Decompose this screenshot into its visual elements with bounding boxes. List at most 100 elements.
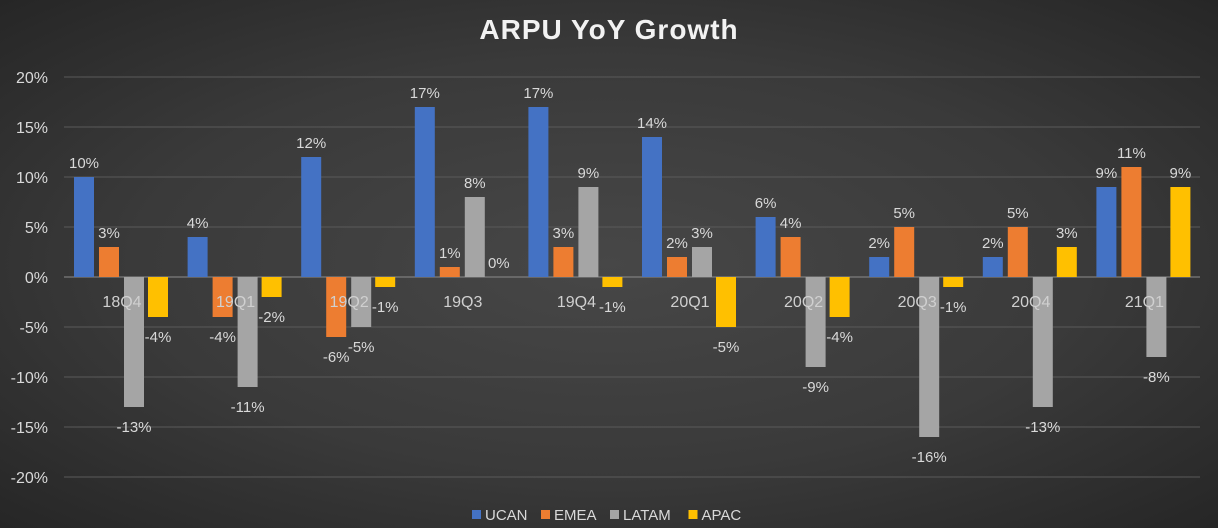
x-tick-label: 20Q4 [1011, 294, 1050, 311]
data-label: 14% [637, 115, 667, 132]
data-label: 17% [410, 85, 440, 102]
x-tick-label: 20Q2 [784, 294, 823, 311]
bar-apac [148, 277, 168, 317]
data-label: -13% [1025, 419, 1060, 436]
bar-ucan [74, 177, 94, 277]
bar-latam [124, 277, 144, 407]
data-label: -1% [372, 299, 399, 316]
data-label: -5% [348, 339, 375, 356]
bar-ucan [869, 257, 890, 277]
x-tick-label: 20Q1 [670, 294, 709, 311]
x-tick-label: 19Q1 [216, 294, 255, 311]
y-tick-label: -15% [11, 420, 48, 437]
data-label: -4% [209, 329, 236, 346]
legend-swatch-ucan [472, 510, 481, 519]
y-tick-label: 15% [16, 120, 48, 137]
data-label: 9% [1170, 165, 1192, 182]
x-tick-label: 18Q4 [102, 294, 141, 311]
data-label: 3% [1056, 225, 1078, 242]
data-label: 11% [1117, 145, 1146, 162]
bar-emea [1121, 167, 1142, 277]
bar-apac [1170, 187, 1191, 277]
data-label: 9% [1096, 165, 1118, 182]
legend-swatch-latam [610, 510, 619, 519]
chart-title: ARPU YoY Growth [479, 14, 739, 45]
bar-emea [894, 227, 915, 277]
data-label: 10% [69, 155, 99, 172]
data-label: 3% [691, 225, 713, 242]
y-tick-label: 10% [16, 170, 48, 187]
bar-apac [602, 277, 623, 287]
bar-ucan [642, 137, 662, 277]
bar-latam [919, 277, 940, 437]
bar-emea [780, 237, 801, 277]
bar-apac [261, 277, 282, 297]
bar-ucan [528, 107, 549, 277]
bar-apac [943, 277, 964, 287]
data-label: -8% [1143, 369, 1170, 386]
data-label: 4% [780, 215, 802, 232]
legend-label-ucan: UCAN [485, 507, 528, 524]
bar-emea [553, 247, 574, 277]
x-tick-label: 19Q2 [330, 294, 369, 311]
bar-latam [692, 247, 712, 277]
bar-ucan [187, 237, 208, 277]
data-label: 3% [553, 225, 575, 242]
data-label: 3% [98, 225, 120, 242]
data-label: -6% [323, 349, 350, 366]
y-tick-label: 0% [25, 270, 48, 287]
y-tick-label: -10% [11, 370, 48, 387]
bar-emea [212, 277, 233, 317]
bar-ucan [301, 157, 322, 277]
data-label: 9% [578, 165, 600, 182]
data-label: -2% [258, 309, 285, 326]
x-tick-label: 19Q3 [443, 294, 482, 311]
data-label: -13% [116, 419, 151, 436]
data-label: 12% [296, 135, 326, 152]
y-tick-label: -5% [20, 320, 48, 337]
bar-ucan [1096, 187, 1117, 277]
data-label: -5% [713, 339, 740, 356]
x-tick-label: 20Q3 [898, 294, 937, 311]
data-label: 2% [666, 235, 688, 252]
y-tick-label: 5% [25, 220, 48, 237]
data-label: -11% [231, 399, 265, 416]
bar-ucan [414, 107, 435, 277]
data-label: -1% [940, 299, 967, 316]
legend-label-apac: APAC [702, 507, 742, 524]
bar-emea [667, 257, 687, 277]
bar-ucan [755, 217, 776, 277]
data-label: 2% [868, 235, 890, 252]
data-label: 8% [464, 175, 486, 192]
y-tick-label: 20% [16, 70, 48, 87]
data-label: 4% [187, 215, 209, 232]
y-tick-label: -20% [11, 470, 48, 487]
x-tick-label: 21Q1 [1125, 294, 1164, 311]
bar-latam [351, 277, 372, 327]
data-label: 17% [523, 85, 553, 102]
data-label: -16% [912, 449, 947, 466]
data-label: -4% [145, 329, 172, 346]
bar-apac [716, 277, 736, 327]
bar-apac [829, 277, 850, 317]
legend-label-emea: EMEA [554, 507, 597, 524]
bar-latam [578, 187, 599, 277]
data-label: 1% [439, 245, 461, 262]
bar-emea [326, 277, 347, 337]
data-label: 5% [893, 205, 915, 222]
bar-latam [464, 197, 485, 277]
data-label: -4% [826, 329, 853, 346]
bar-emea [99, 247, 119, 277]
data-label: 0% [488, 255, 510, 272]
legend-label-latam: LATAM [623, 507, 671, 524]
bar-apac [375, 277, 396, 287]
bar-latam [805, 277, 826, 367]
data-label: 5% [1007, 205, 1029, 222]
bar-emea [439, 267, 460, 277]
bar-latam [1146, 277, 1167, 357]
data-label: -1% [599, 299, 626, 316]
data-label: 6% [755, 195, 777, 212]
bar-apac [1056, 247, 1077, 277]
data-label: 2% [982, 235, 1004, 252]
